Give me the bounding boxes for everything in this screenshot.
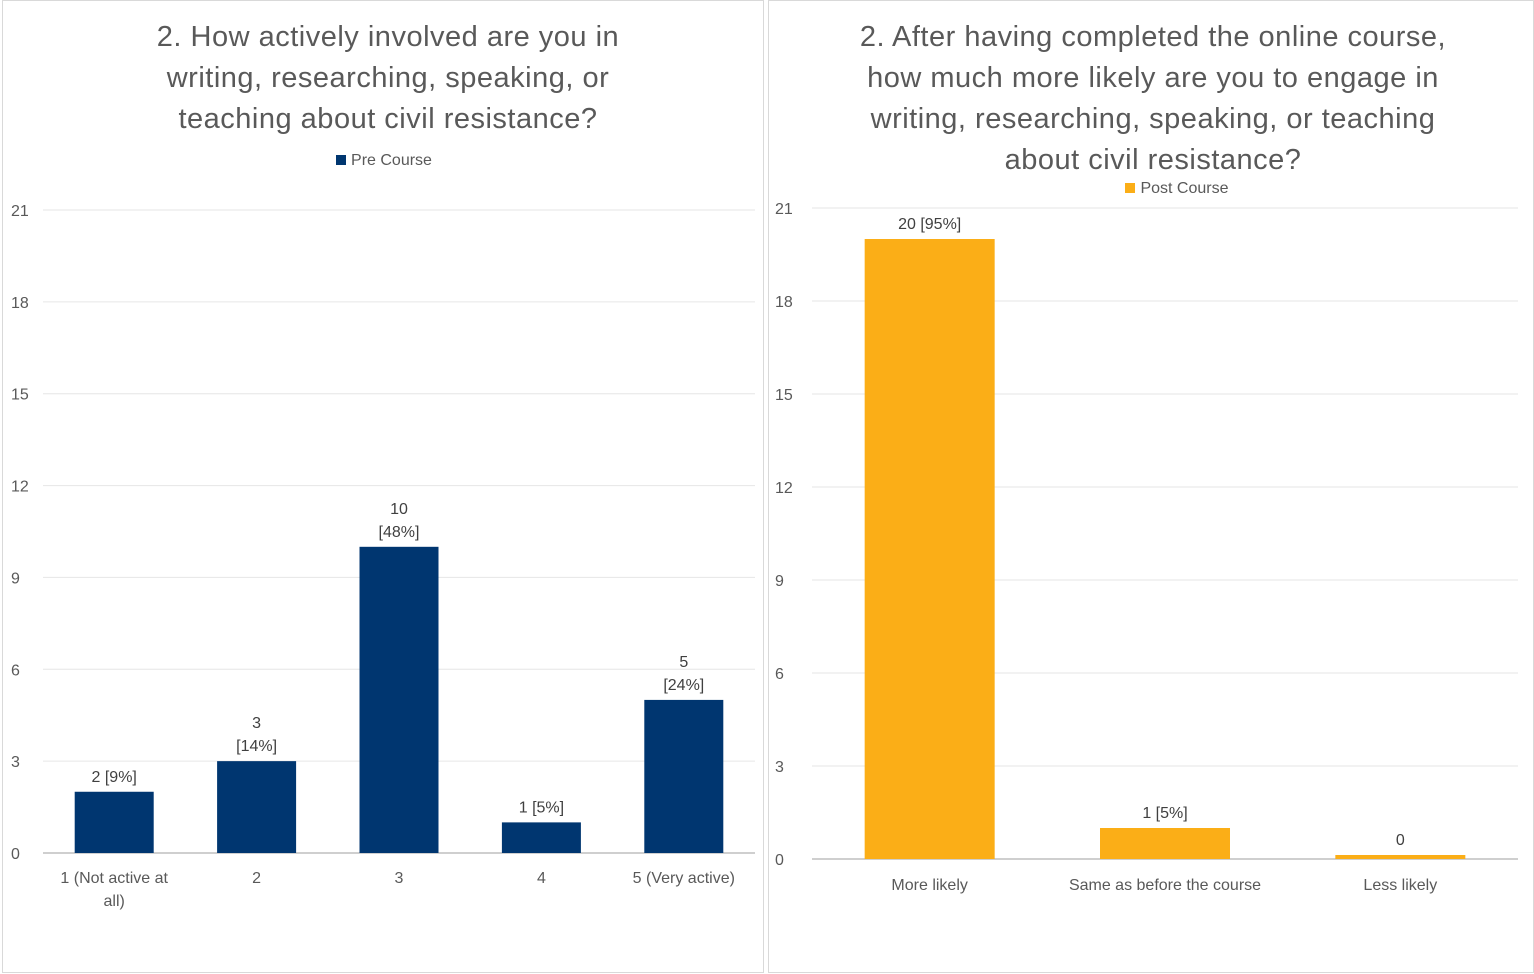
x-tick-label: Same as before the course	[1069, 877, 1261, 894]
bar	[74, 791, 154, 853]
x-tick-label: Less likely	[1363, 877, 1437, 894]
data-label: 1 [5%]	[519, 799, 564, 816]
x-tick-label: all)	[104, 893, 125, 910]
legend-label-pre-course: Pre Course	[351, 152, 432, 169]
y-tick-label: 12	[775, 480, 793, 497]
y-tick-label: 9	[775, 573, 784, 590]
y-tick-label: 3	[11, 754, 20, 771]
chart-title-pre-course: 2. How actively involved are you in writ…	[156, 21, 620, 135]
legend-post-course: Post Course	[769, 180, 1534, 198]
chart-panel-post-course: 2. After having completed the online cou…	[768, 0, 1534, 973]
y-tick-label: 21	[775, 201, 793, 218]
y-tick-label: 18	[11, 295, 29, 312]
bar	[501, 822, 581, 853]
bar-chart-post-course: 0 3 6 9 12 15 18 21 20 [95%] More likely 1 [5%] Sam…	[775, 201, 1518, 894]
chart-title-post-course: 2. After having completed the online cou…	[859, 21, 1447, 176]
x-tick-label: 4	[537, 870, 546, 887]
y-tick-label: 6	[11, 662, 20, 679]
x-tick-label: More likely	[891, 877, 967, 894]
bar	[217, 761, 297, 853]
y-tick-label: 12	[11, 479, 29, 496]
data-label: 3	[252, 715, 261, 732]
x-tick-label: 2	[252, 870, 261, 887]
data-label: 20 [95%]	[898, 216, 961, 233]
y-tick-label: 0	[11, 846, 20, 863]
data-label: 10	[390, 501, 408, 518]
y-tick-label: 21	[11, 203, 29, 220]
data-label: 2 [9%]	[92, 769, 137, 786]
y-tick-label: 6	[775, 666, 784, 683]
data-label: 5	[679, 654, 688, 671]
x-tick-label: 5 (Very active)	[633, 870, 735, 887]
data-label: [24%]	[663, 677, 704, 694]
x-tick-label: 1 (Not active at	[60, 870, 168, 887]
y-tick-label: 9	[11, 570, 20, 587]
legend-pre-course: Pre Course	[3, 152, 765, 170]
data-label: 0	[1396, 832, 1405, 849]
legend-swatch-post-course	[1125, 183, 1136, 193]
y-tick-label: 3	[775, 759, 784, 776]
data-label: [14%]	[236, 738, 277, 755]
chart-panel-pre-course: 2. How actively involved are you in writ…	[2, 0, 764, 973]
y-tick-label: 18	[775, 294, 793, 311]
legend-swatch-pre-course	[336, 155, 347, 165]
y-tick-label: 0	[775, 852, 784, 869]
data-label: 1 [5%]	[1142, 805, 1187, 822]
bar	[1100, 828, 1230, 859]
bar	[864, 239, 995, 859]
y-tick-label: 15	[775, 387, 793, 404]
bar	[359, 546, 439, 853]
bar	[644, 699, 724, 853]
legend-label-post-course: Post Course	[1140, 180, 1229, 197]
x-tick-label: 3	[395, 870, 404, 887]
y-tick-label: 15	[11, 387, 29, 404]
data-label: [48%]	[379, 524, 420, 541]
bar-chart-pre-course: 0 3 6 9 12 15 18 21 2 [9%] 1 (Not active at all) 3 […	[11, 203, 755, 910]
bar	[1335, 855, 1466, 859]
